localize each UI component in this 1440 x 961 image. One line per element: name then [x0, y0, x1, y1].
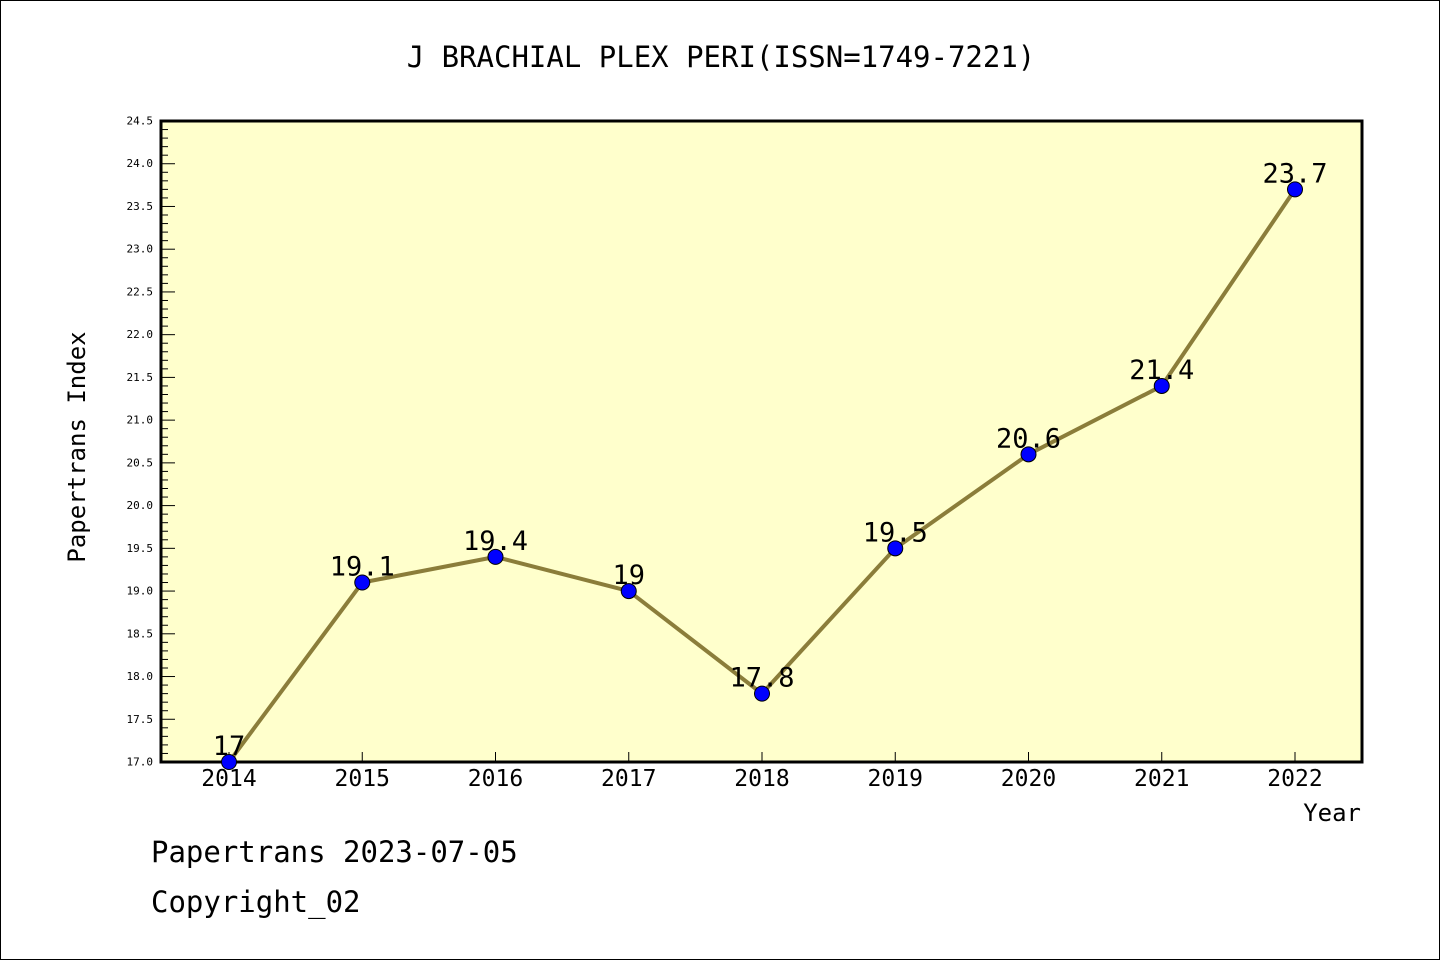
data-label: 19.1 [330, 552, 395, 583]
y-tick-label: 20.5 [127, 456, 154, 469]
plot-area [159, 119, 1364, 764]
x-tick-label: 2018 [734, 766, 789, 792]
y-tick-label: 24.0 [127, 157, 154, 170]
data-point [887, 540, 904, 557]
x-tick-label: 2016 [468, 766, 523, 792]
data-label: 21.4 [1129, 355, 1194, 386]
data-label: 19.4 [463, 526, 528, 557]
x-tick-label: 2017 [601, 766, 656, 792]
data-label: 19 [612, 560, 645, 591]
data-labels: 17 19.1 19.4 19 17.8 19.5 20.6 21.4 23.7 [213, 158, 1328, 762]
y-tick-label: 23.0 [127, 243, 154, 256]
x-axis: 2014 2015 2016 2017 2018 2019 2020 2021 2022 [201, 752, 1323, 792]
data-point [354, 574, 371, 591]
x-tick-label: 2014 [201, 766, 256, 792]
data-point [221, 754, 237, 770]
data-point [754, 685, 770, 702]
y-tick-label: 24.5 [127, 115, 154, 128]
data-label: 23.7 [1262, 158, 1327, 189]
y-tick-label: 21.0 [127, 414, 154, 427]
y-tick-label: 18.5 [127, 627, 154, 640]
x-tick-label: 2015 [335, 766, 390, 792]
data-point [1287, 181, 1303, 198]
y-tick-label: 17.5 [127, 713, 154, 726]
y-tick-label: 21.5 [127, 371, 154, 384]
footer-date: Papertrans 2023-07-05 [151, 835, 518, 869]
x-tick-label: 2019 [868, 766, 923, 792]
chart-title: J BRACHIAL PLEX PERI(ISSN=1749-7221) [407, 40, 1036, 74]
data-label: 20.6 [996, 423, 1061, 454]
data-label: 19.5 [863, 517, 928, 548]
data-label: 17.8 [729, 663, 794, 694]
data-label: 17 [213, 731, 246, 762]
data-points [221, 181, 1303, 770]
x-tick-label: 2022 [1267, 766, 1322, 792]
y-axis: 17.0 17.5 18.0 18.5 19.0 19.5 20.0 20.5 21.0 21.5… [127, 115, 175, 769]
data-point [487, 548, 504, 565]
y-tick-label: 18.0 [127, 670, 154, 683]
y-tick-label: 19.0 [127, 585, 154, 598]
data-point [1153, 377, 1170, 394]
data-point [1020, 446, 1037, 463]
x-tick-label: 2020 [1001, 766, 1056, 792]
x-tick-label: 2021 [1134, 766, 1189, 792]
y-tick-label: 23.5 [127, 200, 154, 213]
y-tick-label: 22.5 [127, 285, 154, 298]
y-tick-label: 20.0 [127, 499, 154, 512]
data-point [620, 583, 637, 600]
y-tick-label: 17.0 [127, 756, 154, 769]
x-axis-label: Year [1303, 799, 1361, 827]
footer-copyright: Copyright_02 [151, 885, 361, 919]
y-tick-label: 19.5 [127, 542, 154, 555]
y-axis-label: Papertrans Index [63, 331, 91, 562]
y-tick-label: 22.0 [127, 328, 154, 341]
